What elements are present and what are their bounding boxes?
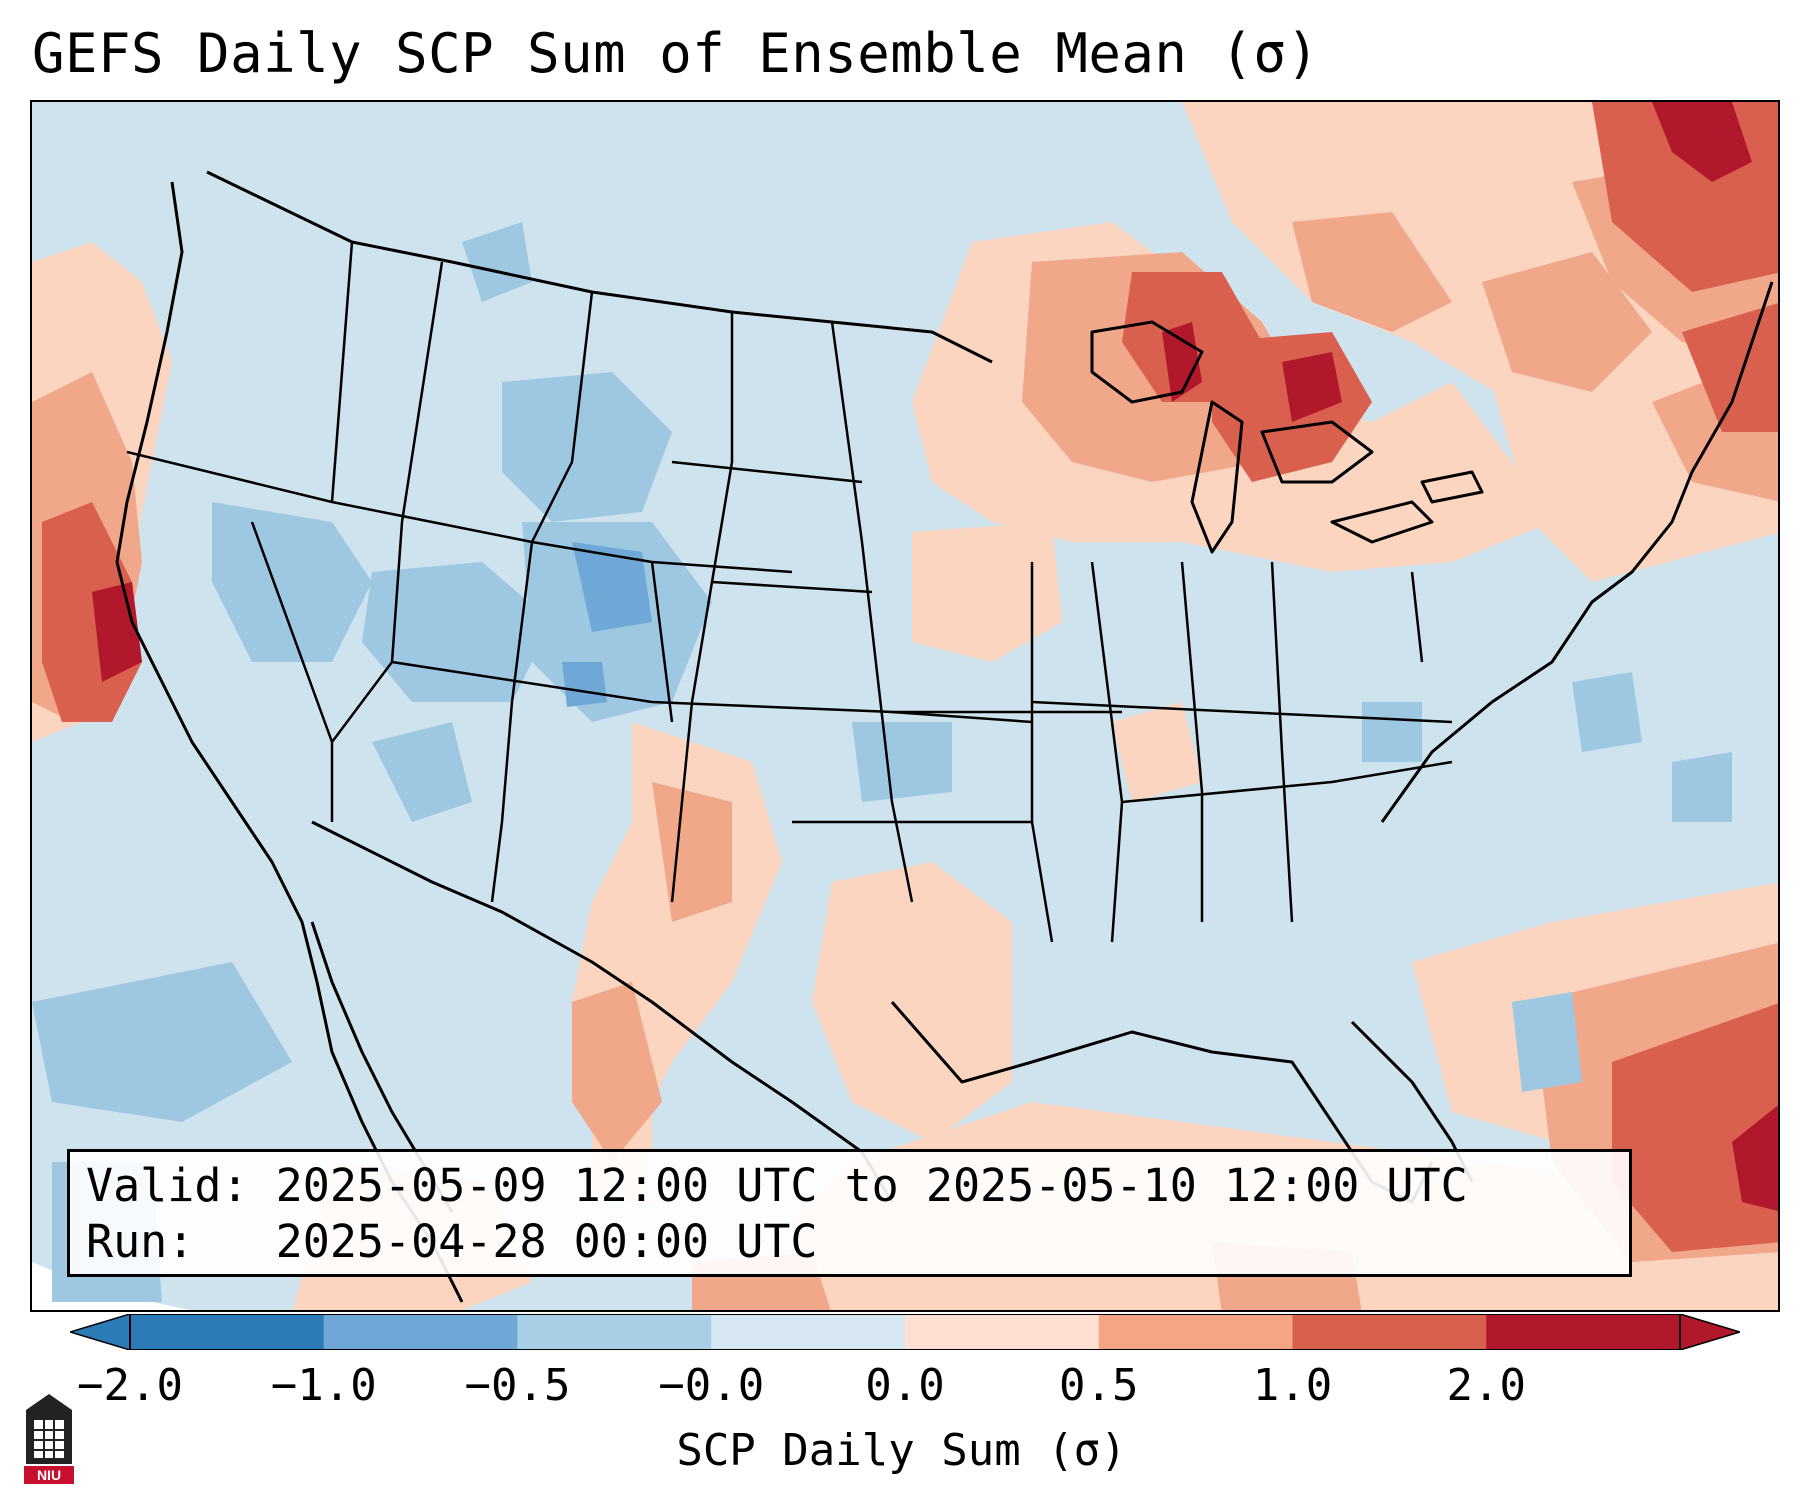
colorbar-segment — [1292, 1314, 1487, 1350]
map-panel — [30, 100, 1780, 1312]
colorbar-tick-label: −0.5 — [464, 1360, 571, 1411]
colorbar-tick-label: −0.0 — [658, 1360, 765, 1411]
state-boundaries — [126, 241, 1453, 943]
colorbar-tick-label: 0.5 — [1059, 1360, 1139, 1411]
strong-negative-regions — [562, 542, 652, 707]
valid-time-text: Valid: 2025-05-09 12:00 UTC to 2025-05-1… — [86, 1159, 1468, 1212]
colorbar-label: SCP Daily Sum (σ) — [676, 1425, 1127, 1476]
colorbar-extend-low — [70, 1314, 131, 1350]
run-time-text: Run: 2025-04-28 00:00 UTC — [86, 1215, 818, 1268]
colorbar-segment — [905, 1314, 1100, 1350]
scp-anomaly-map — [32, 102, 1778, 1310]
colorbar-segment — [130, 1314, 325, 1350]
colorbar-segment — [323, 1314, 518, 1350]
colorbar — [70, 1314, 1740, 1350]
colorbar-segment — [711, 1314, 906, 1350]
colorbar-tick-label: −2.0 — [77, 1360, 183, 1411]
validity-info-box: Valid: 2025-05-09 12:00 UTC to 2025-05-1… — [67, 1149, 1632, 1277]
university-tower-icon: NIU — [24, 1394, 74, 1484]
extreme-positive-regions — [92, 102, 1778, 1211]
colorbar-tick-label: 0.0 — [865, 1360, 945, 1411]
colorbar-segment — [1486, 1314, 1681, 1350]
colorbar-tick-label: 1.0 — [1252, 1360, 1333, 1411]
logo-text: NIU — [37, 1467, 61, 1483]
colorbar-segment — [1098, 1314, 1293, 1350]
colorbar-segments — [70, 1314, 1740, 1350]
colorbar-tick-label: 2.0 — [1446, 1360, 1526, 1411]
map-title: GEFS Daily SCP Sum of Ensemble Mean (σ) — [32, 22, 1320, 85]
colorbar-tick-label: −1.0 — [270, 1360, 377, 1411]
colorbar-extend-high — [1679, 1314, 1740, 1350]
colorbar-segment — [517, 1314, 712, 1350]
